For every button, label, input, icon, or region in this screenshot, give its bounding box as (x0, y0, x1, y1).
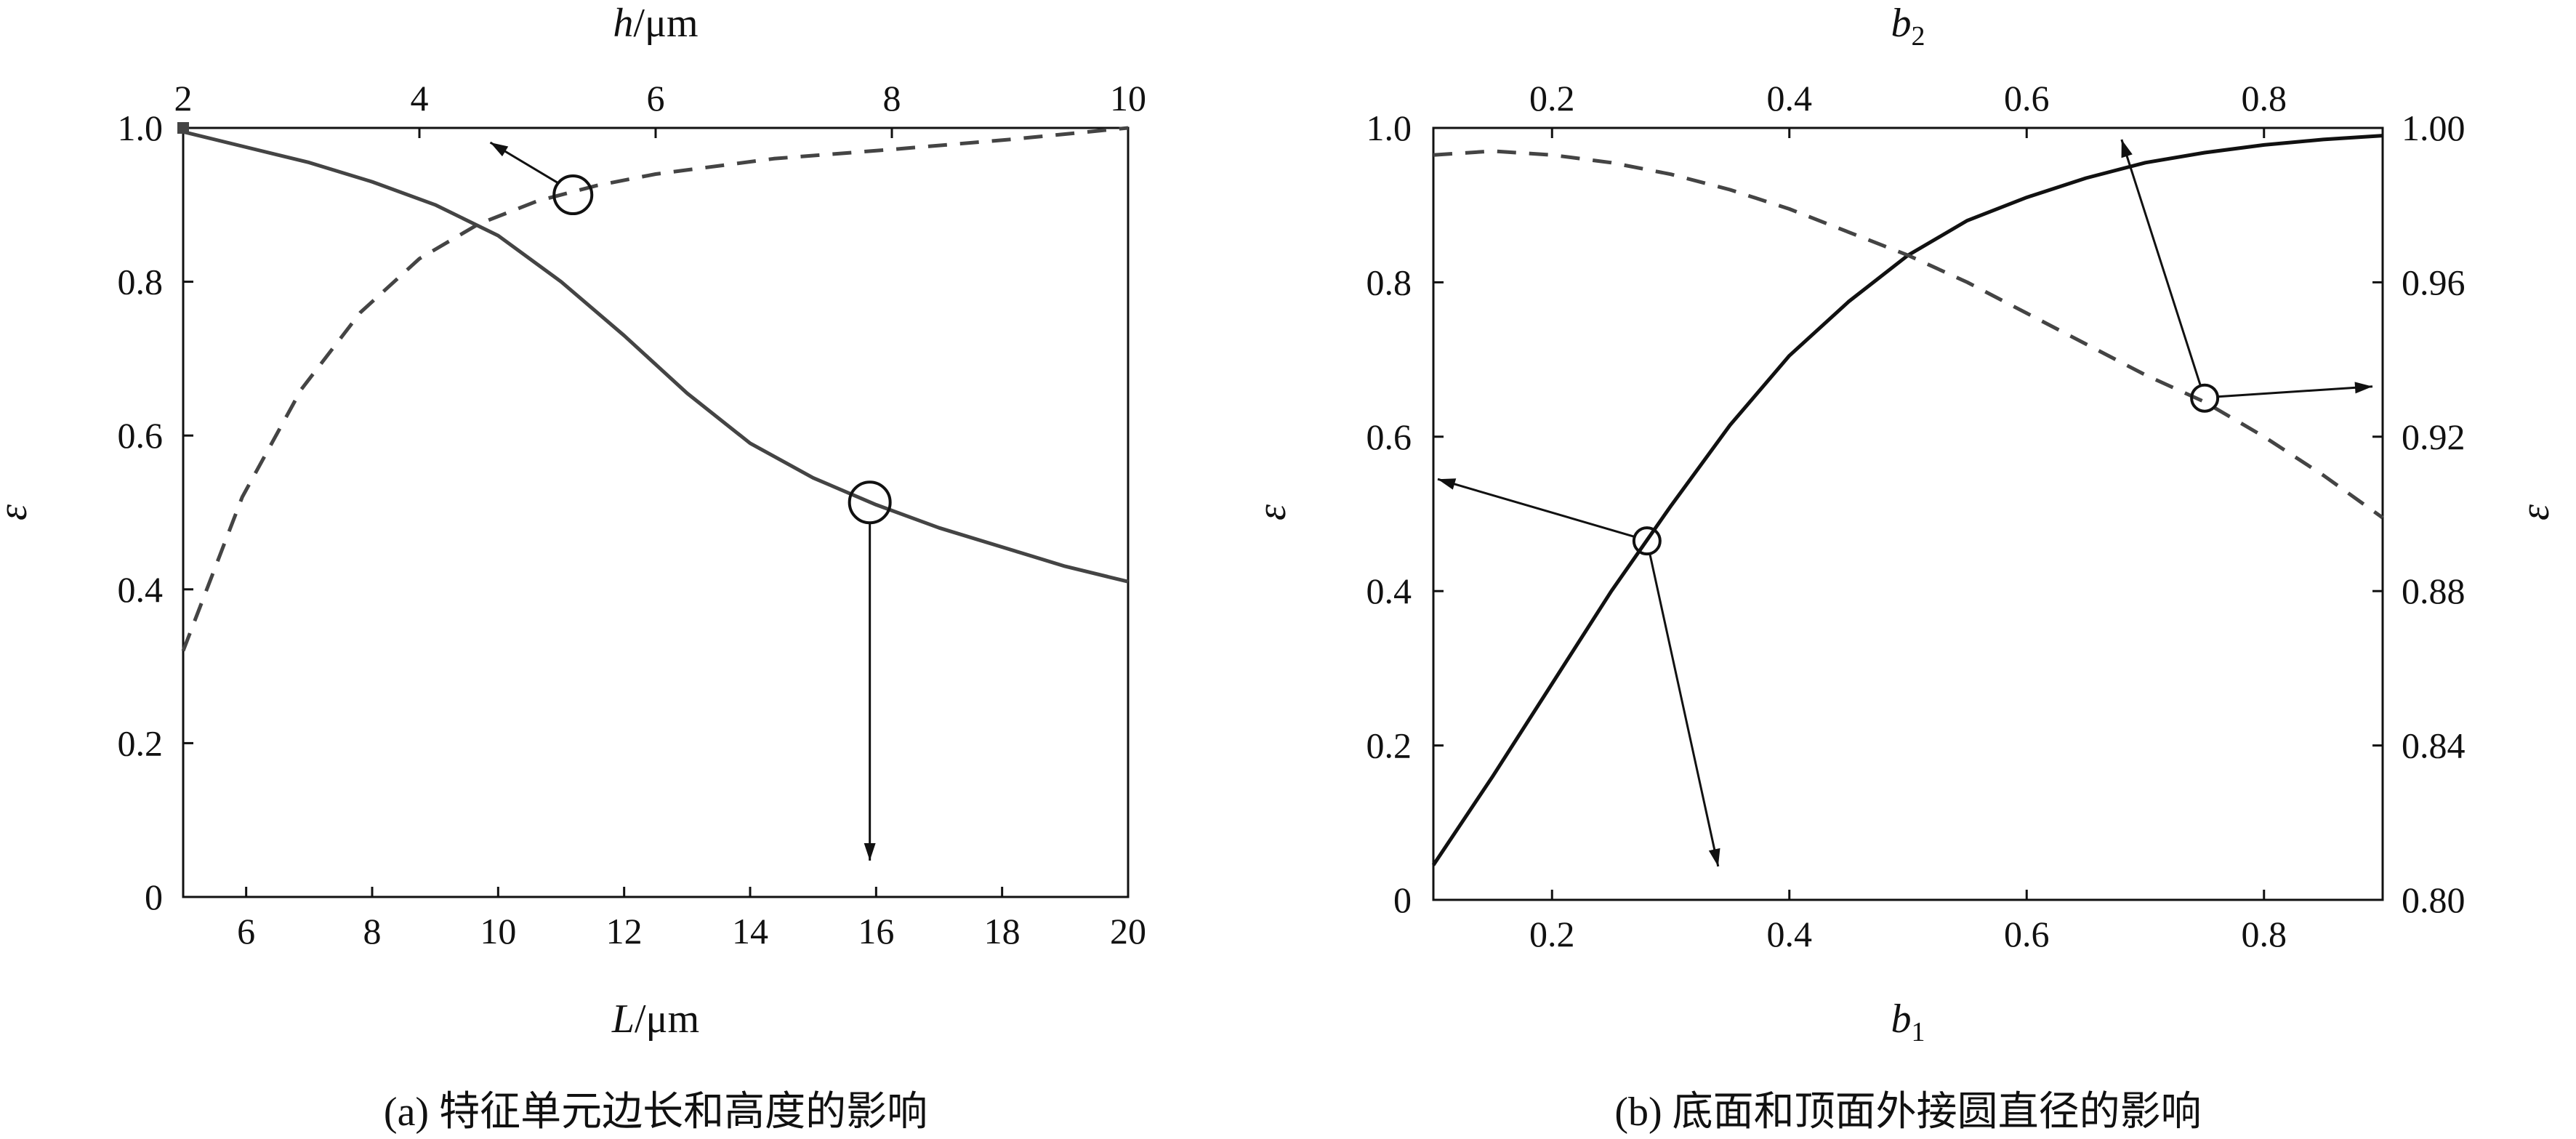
a-top-tick-label: 6 (647, 78, 665, 118)
b-left-tick-label: 0.4 (1367, 571, 1412, 611)
b-top-tick-label: 0.8 (2242, 78, 2287, 118)
b-right-tick-label: 1.00 (2402, 108, 2466, 148)
b-arrow-to-right-axis (2218, 385, 2373, 398)
b-right-tick-label: 0.92 (2402, 416, 2466, 457)
b-arrow-to-left-axis (1437, 478, 1635, 538)
panel-b-top-axis-label: b2 (1891, 1, 1925, 52)
a-arrow-to-bottom-axis-head (864, 843, 876, 861)
b-series-line-solid (1431, 134, 2383, 866)
a-bottom-tick-label: 6 (237, 911, 255, 951)
a-corner-marker (177, 122, 189, 134)
a-top-tick-label: 10 (1110, 78, 1146, 118)
panel-a-top-axis-label: h/μm (613, 1, 698, 46)
b-right-tick-label: 0.84 (2402, 725, 2466, 766)
b-left-tick-label: 0.2 (1367, 725, 1412, 766)
panel-a-chart: 6 8 10 12 14 16 18 20 2 4 6 8 10 0 0.2 0.4 0.6 0.8 1.0 h/μ… (0, 1, 1146, 1135)
b-top-tick-label: 0.4 (1767, 78, 1813, 118)
a-top-tick-label: 2 (174, 78, 193, 118)
a-bottom-tick-label: 10 (480, 911, 516, 951)
b-arrow-to-bottom-axis-head (1708, 848, 1720, 866)
panel-a-plot-frame (182, 126, 1130, 898)
panel-b-y2-axis-label: ε (2513, 504, 2558, 520)
b-top-tick-label: 0.2 (1529, 78, 1575, 118)
panel-a-bottom-axis-label: L/μm (611, 997, 699, 1042)
a-left-tick-label: 1.0 (118, 108, 164, 148)
a-bottom-tick-label: 8 (363, 911, 382, 951)
b-left-tick-label: 0 (1393, 880, 1412, 920)
b-arrow-to-top-axis-head (2121, 140, 2133, 158)
panel-b-plot-frame (1432, 126, 2384, 901)
b-arrow-to-right-axis-head (2354, 382, 2372, 394)
panel-b-caption: (b) 底面和顶面外接圆直径的影响 (1614, 1090, 2201, 1135)
a-series-line-dashed (181, 126, 1129, 652)
b-arrow-to-left-axis-head (1438, 478, 1457, 490)
a-left-tick-label: 0.2 (118, 723, 164, 763)
panel-b-chart: 0.2 0.4 0.6 0.80.2 0.4 0.6 0.800.20.40.60.81.0… (1249, 1, 2558, 1135)
b-arrow-to-top-axis (2120, 139, 2202, 386)
a-bottom-tick-label: 20 (1110, 911, 1146, 951)
a-left-tick-label: 0.8 (118, 262, 164, 302)
panel-a-y-axis-label: ε (0, 504, 36, 520)
b-left-tick-label: 1.0 (1367, 108, 1412, 148)
a-left-tick-label: 0 (145, 877, 163, 917)
b-bottom-tick-label: 0.2 (1529, 914, 1575, 954)
a-left-tick-label: 0.6 (118, 415, 164, 456)
b-bottom-tick-label: 0.8 (2242, 914, 2287, 954)
panel-a-caption: (a) 特征单元边长和高度的影响 (384, 1090, 927, 1135)
a-dashed-curve-marker (552, 174, 594, 216)
a-bottom-tick-label: 14 (732, 911, 768, 951)
a-bottom-tick-label: 12 (606, 911, 643, 951)
panel-b-bottom-axis-label: b1 (1891, 997, 1925, 1047)
b-top-tick-label: 0.6 (2004, 78, 2050, 118)
a-series-line-solid (182, 129, 1129, 584)
panel-b-y-axis-label: ε (1249, 504, 1295, 520)
a-bottom-tick-label: 16 (858, 911, 894, 951)
b-right-tick-label: 0.88 (2402, 571, 2466, 611)
b-series-line-dashed (1433, 149, 2384, 520)
a-top-tick-label: 4 (411, 78, 429, 118)
b-left-tick-label: 0.8 (1367, 262, 1412, 302)
b-right-tick-label: 0.96 (2402, 262, 2466, 302)
b-bottom-tick-label: 0.4 (1767, 914, 1813, 954)
a-left-tick-label: 0.4 (118, 569, 164, 610)
a-top-tick-label: 8 (883, 78, 901, 118)
b-left-tick-label: 0.6 (1367, 416, 1412, 457)
b-arrow-to-bottom-axis (1649, 553, 1720, 867)
b-dashed-curve-marker (2190, 383, 2220, 413)
b-right-tick-label: 0.80 (2402, 880, 2466, 920)
a-arrow-to-top-axis-head (490, 142, 509, 157)
b-bottom-tick-label: 0.6 (2004, 914, 2050, 954)
b-solid-curve-marker (1632, 526, 1662, 556)
a-bottom-tick-label: 18 (984, 911, 1021, 951)
